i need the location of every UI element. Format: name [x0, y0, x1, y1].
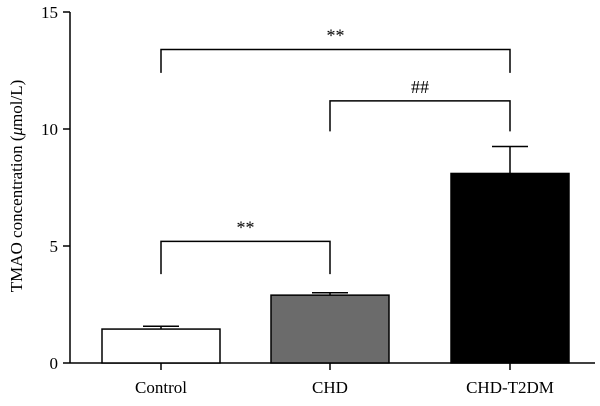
bars — [101, 172, 570, 364]
significance-bracket — [329, 100, 511, 132]
y-axis-label-mu: μ — [7, 127, 26, 137]
y-axis-label: TMAO concentration (μmol/L) — [7, 80, 26, 293]
y-axis-label-part: mol/L) — [7, 80, 26, 127]
y-tick-label: 15 — [41, 3, 58, 22]
bar-control — [101, 328, 221, 364]
y-axis-label-part: TMAO concentration ( — [7, 135, 26, 292]
x-tick-label: CHD — [312, 378, 348, 397]
significance-label: ** — [237, 217, 255, 237]
x-tick-label: Control — [135, 378, 187, 397]
y-tick-label: 0 — [50, 354, 59, 373]
significance-label: ## — [411, 77, 429, 97]
bar-chd — [270, 294, 390, 364]
x-tick-label: CHD-T2DM — [466, 378, 554, 397]
y-tick-label: 5 — [50, 237, 59, 256]
significance-label: ** — [327, 25, 345, 45]
error-bars — [143, 145, 528, 330]
bar-chd-t2dm — [450, 172, 570, 364]
significance-bracket — [160, 240, 331, 275]
significance-bracket — [160, 48, 511, 73]
y-tick-label: 10 — [41, 120, 58, 139]
significance-annotations: ** ## ** — [160, 25, 511, 275]
